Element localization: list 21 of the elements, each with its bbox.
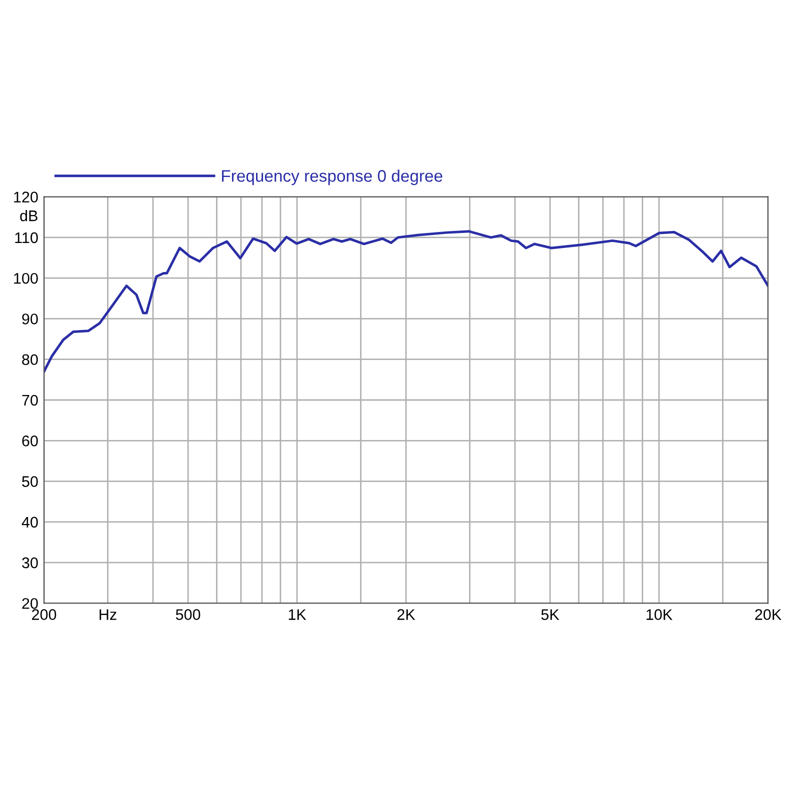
x-tick-label: 1K — [288, 609, 306, 620]
y-tick-label: 70 — [22, 394, 38, 406]
y-tick-label: 90 — [22, 314, 38, 324]
y-tick-label: 110 — [15, 232, 38, 244]
x-tick-label: 2K — [397, 609, 416, 620]
x-tick-label: 10K — [646, 609, 672, 620]
y-tick-label: 80 — [22, 354, 38, 366]
x-tick-label: Hz — [100, 609, 116, 620]
y-tick-label: 30 — [22, 557, 38, 568]
x-tick-label: 20K — [755, 609, 782, 620]
x-tick-label: 200 — [32, 609, 56, 620]
y-tick-label: 60 — [22, 436, 38, 446]
text: Frequency response 0 degree — [222, 170, 442, 186]
y-tick-label: 100 — [14, 272, 38, 284]
x-tick-label: 500 — [176, 609, 200, 620]
y-tick-label: 40 — [22, 516, 38, 528]
y-tick-label: 120 — [14, 192, 38, 202]
y-tick-label: 50 — [22, 476, 38, 487]
y-tick-label: 20 — [22, 598, 38, 609]
y-axis-title: dB — [20, 210, 38, 222]
x-tick-label: 5K — [541, 609, 560, 620]
